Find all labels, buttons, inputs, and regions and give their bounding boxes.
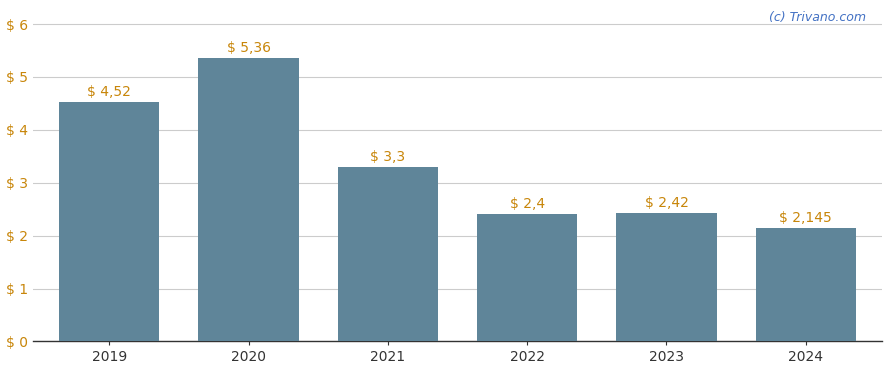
Bar bbox=[756, 228, 856, 342]
Bar bbox=[477, 215, 577, 342]
Text: $ 4,52: $ 4,52 bbox=[87, 85, 131, 99]
Bar bbox=[198, 58, 298, 342]
Text: $ 2,42: $ 2,42 bbox=[645, 196, 688, 210]
Bar bbox=[616, 213, 717, 342]
Bar bbox=[59, 102, 159, 342]
Text: $ 5,36: $ 5,36 bbox=[226, 41, 271, 55]
Text: $ 2,145: $ 2,145 bbox=[780, 211, 832, 225]
Bar bbox=[337, 167, 438, 342]
Text: $ 2,4: $ 2,4 bbox=[510, 197, 544, 211]
Text: (c) Trivano.com: (c) Trivano.com bbox=[769, 11, 866, 24]
Text: $ 3,3: $ 3,3 bbox=[370, 150, 406, 164]
